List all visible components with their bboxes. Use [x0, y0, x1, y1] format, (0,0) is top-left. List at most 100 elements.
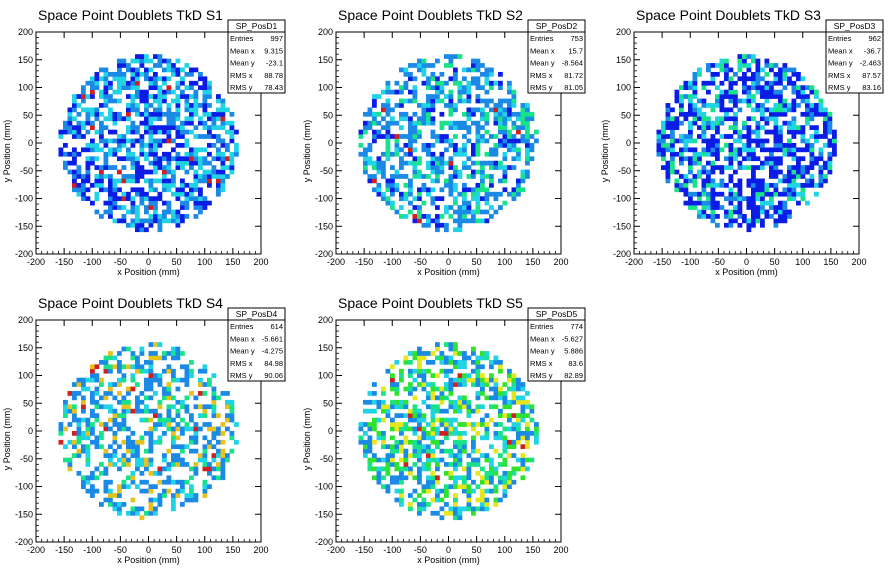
heatmap-cell — [742, 165, 747, 170]
heatmap-cell — [751, 196, 756, 202]
heatmap-cell — [363, 399, 368, 405]
heatmap-cell — [656, 134, 662, 139]
heatmap-cell — [520, 107, 526, 113]
heatmap-cell — [453, 187, 458, 193]
heatmap-cell — [385, 368, 391, 374]
heatmap-cell — [148, 364, 154, 370]
heatmap-cell — [175, 67, 181, 73]
heatmap-cell — [823, 143, 828, 148]
heatmap-cell — [144, 488, 149, 494]
heatmap-cell — [207, 377, 212, 383]
heatmap-cell — [457, 395, 463, 401]
heatmap-cell — [823, 134, 828, 139]
heatmap-cell — [493, 431, 499, 436]
heatmap-cell — [139, 134, 145, 139]
heatmap-cell — [94, 111, 100, 117]
heatmap-cell — [148, 147, 154, 153]
heatmap-cell — [827, 160, 833, 166]
heatmap-cell — [805, 111, 810, 117]
heatmap-cell — [796, 103, 801, 108]
heatmap-cell — [507, 134, 512, 139]
heatmap-cell — [153, 151, 158, 157]
heatmap-cell — [202, 205, 208, 210]
heatmap-cell — [216, 178, 221, 184]
heatmap-cell — [706, 147, 711, 153]
heatmap-cell — [225, 165, 230, 170]
heatmap-cell — [475, 98, 481, 104]
heatmap-cell — [435, 439, 440, 445]
heatmap-cell — [728, 218, 734, 224]
heatmap-cell — [782, 98, 788, 104]
heatmap-cell — [117, 364, 122, 370]
heatmap-cell — [171, 346, 176, 352]
heatmap-cell — [507, 85, 512, 91]
heatmap-cell — [480, 182, 485, 188]
heatmap-cell — [742, 58, 747, 64]
heatmap-cell — [72, 129, 77, 135]
heatmap-cell — [426, 143, 431, 148]
heatmap-cell — [90, 391, 95, 396]
heatmap-cell — [769, 196, 774, 202]
heatmap-cell — [166, 160, 172, 166]
heatmap-cell — [791, 125, 797, 130]
heatmap-cell — [480, 160, 485, 166]
heatmap-cell — [462, 187, 467, 193]
heatmap-cell — [112, 364, 118, 370]
heatmap-cell — [439, 160, 445, 166]
x-tick-label: -200 — [27, 545, 45, 555]
heatmap-cell — [363, 422, 368, 427]
stats-value: 81.05 — [564, 83, 583, 92]
heatmap-cell — [417, 408, 422, 414]
heatmap-cell — [63, 404, 68, 410]
heatmap-cell — [121, 439, 127, 445]
heatmap-cell — [381, 417, 386, 423]
heatmap-cell — [430, 470, 436, 476]
heatmap-cell — [511, 386, 517, 392]
heatmap-cell — [117, 98, 122, 104]
heatmap-cell — [430, 359, 436, 365]
stats-value: 90.06 — [264, 371, 283, 380]
heatmap-cell — [211, 431, 217, 436]
heatmap-cell — [417, 382, 422, 387]
heatmap-cell — [198, 147, 203, 153]
heatmap-cell — [480, 506, 485, 512]
heatmap-cell — [372, 178, 377, 184]
heatmap-cell — [399, 125, 404, 130]
heatmap-cell — [791, 120, 797, 126]
heatmap-cell — [737, 191, 743, 197]
heatmap-cell — [85, 174, 91, 179]
heatmap-cell — [381, 191, 386, 197]
heatmap-cell — [94, 143, 100, 148]
heatmap-cell — [516, 377, 521, 383]
heatmap-cell — [130, 209, 136, 215]
heatmap-cell — [498, 475, 503, 481]
heatmap-cell — [130, 156, 136, 162]
heatmap-cell — [525, 431, 530, 436]
stats-name: SP_PosD4 — [236, 309, 278, 319]
heatmap-cell — [216, 107, 221, 113]
heatmap-cell — [715, 214, 720, 219]
heatmap-cell — [112, 453, 118, 458]
heatmap-cell — [130, 497, 136, 503]
heatmap-cell — [367, 160, 373, 166]
heatmap-cell — [462, 134, 467, 139]
heatmap-cell — [782, 209, 788, 215]
x-tick-label: -200 — [327, 545, 345, 555]
heatmap-cell — [103, 76, 109, 82]
heatmap-cell — [466, 80, 472, 86]
y-tick-label: 0 — [626, 138, 631, 148]
heatmap-cell — [421, 506, 427, 512]
heatmap-cell — [475, 404, 481, 410]
heatmap-cell — [157, 143, 163, 148]
heatmap-cell — [796, 76, 801, 82]
heatmap-cell — [157, 125, 163, 130]
heatmap-cell — [529, 143, 535, 148]
heatmap-cell — [162, 76, 167, 82]
heatmap-cell — [412, 453, 418, 458]
heatmap-cell — [390, 107, 395, 113]
heatmap-cell — [827, 116, 833, 122]
heatmap-cell — [121, 399, 127, 405]
heatmap-cell — [103, 156, 109, 162]
heatmap-cell — [805, 94, 810, 99]
heatmap-cell — [417, 422, 422, 427]
